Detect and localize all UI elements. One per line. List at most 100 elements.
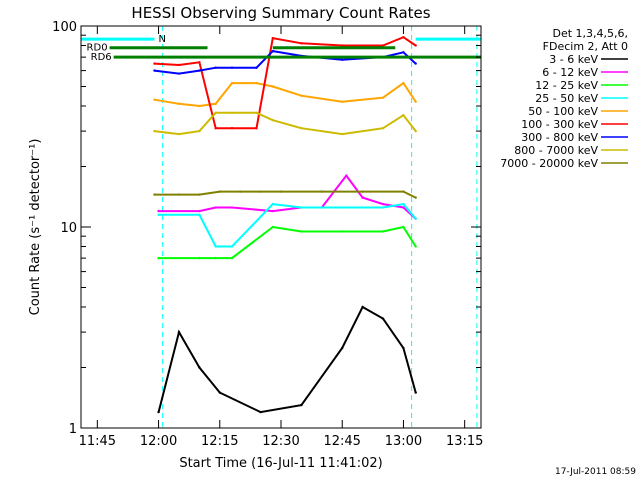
- x-tick-label: 11:45: [79, 434, 116, 449]
- series-8-point: [153, 129, 156, 133]
- x-tick-label: 13:15: [446, 434, 483, 449]
- series-line-2: [158, 174, 417, 220]
- series-9-point: [279, 190, 283, 193]
- series-9-point: [218, 190, 221, 193]
- series-7-point: [214, 66, 217, 69]
- series-1-point: [218, 391, 221, 394]
- series-4-point: [300, 206, 303, 209]
- series-4-point: [271, 202, 275, 206]
- legend: Det 1,3,4,5,6,FDecim 2, Att 03 - 6 keV6 …: [500, 27, 628, 170]
- series-9-point: [320, 190, 324, 193]
- series-4-point: [198, 213, 201, 216]
- series-5-point: [198, 104, 201, 108]
- series-5-point: [381, 96, 385, 99]
- series-7-point: [198, 69, 201, 72]
- series-6-point: [198, 61, 201, 64]
- series-8-point: [255, 111, 258, 114]
- x-axis-label: Start Time (16-Jul-11 11:41:02): [179, 456, 382, 471]
- legend-entry-label: 800 - 7000 keV: [514, 144, 598, 157]
- series-6-point: [230, 127, 234, 130]
- series-9-point: [259, 190, 262, 193]
- legend-entry-label: 12 - 25 keV: [535, 79, 598, 92]
- series-6-point: [177, 63, 181, 67]
- series-2-point: [157, 209, 160, 213]
- series-2-point: [230, 206, 234, 209]
- series-line-3: [158, 225, 417, 260]
- series-9-point: [177, 193, 181, 196]
- series-1-point: [381, 317, 385, 320]
- series-5-point: [153, 98, 156, 101]
- legend-entry-label: 7000 - 20000 keV: [500, 157, 598, 170]
- series-1-point: [259, 410, 262, 414]
- legend-entry-label: 100 - 300 keV: [521, 118, 598, 131]
- series-8-point: [341, 132, 344, 136]
- series-line-9: [154, 190, 417, 199]
- series-5-point: [341, 100, 344, 103]
- series-3-point: [157, 256, 160, 260]
- series-6-point: [402, 35, 405, 39]
- legend-header-1: Det 1,3,4,5,6,: [552, 27, 628, 40]
- x-tick-label: 12:15: [201, 434, 238, 449]
- legend-entry-label: 300 - 800 keV: [521, 131, 598, 144]
- series-4-point: [157, 213, 160, 216]
- legend-entry-label: 25 - 50 keV: [535, 92, 598, 105]
- series-1-point: [361, 305, 364, 309]
- marker-label-4: RD6: [91, 52, 112, 63]
- series-1-point: [414, 391, 417, 394]
- x-tick-label: 13:00: [385, 434, 422, 449]
- series-8-point: [214, 111, 217, 114]
- series-6-point: [255, 127, 258, 130]
- series-4-point: [414, 217, 417, 220]
- series-5-point: [177, 102, 181, 106]
- series-line-6: [154, 36, 417, 130]
- series-2-point: [381, 202, 385, 206]
- x-axis: 11:45 12:00 12:15 12:30 12:45 13:00 13:15: [79, 26, 483, 449]
- series-1-point: [402, 346, 405, 350]
- legend-entry-label: 50 - 100 keV: [528, 105, 598, 118]
- series-5-point: [214, 102, 217, 106]
- series-6-point: [341, 44, 344, 47]
- x-tick-label: 12:00: [140, 434, 177, 449]
- series-5-point: [402, 81, 405, 85]
- series-9-point: [361, 190, 364, 193]
- series-8-point: [300, 127, 303, 130]
- marker-label-1: N: [158, 34, 165, 45]
- series-3-point: [381, 230, 385, 233]
- y-tick-label: 10: [60, 221, 77, 236]
- legend-header-2: FDecim 2, Att 0: [543, 40, 628, 53]
- series-2-point: [198, 209, 201, 213]
- series-8-point: [198, 129, 201, 133]
- series-2-point: [214, 206, 217, 209]
- series-8-point: [177, 132, 181, 136]
- x-tick-label: 12:30: [262, 434, 299, 449]
- series-2-point: [271, 209, 275, 213]
- legend-entry-label: 3 - 6 keV: [549, 53, 598, 66]
- series-8-point: [381, 127, 385, 130]
- series-4-point: [341, 206, 344, 209]
- series-2-point: [361, 196, 364, 199]
- series-6-point: [414, 44, 417, 47]
- series-3-point: [230, 256, 234, 260]
- series-3-point: [341, 230, 344, 233]
- series-7-point: [153, 69, 156, 72]
- series-7-point: [177, 72, 181, 75]
- series-6-point: [271, 36, 275, 40]
- series-7-point: [255, 66, 258, 69]
- y-axis-label: Count Rate (s⁻¹ detector⁻¹): [28, 139, 43, 316]
- legend-entry-label: 6 - 12 keV: [542, 66, 598, 79]
- series-9-point: [198, 193, 201, 196]
- series-7-point: [230, 66, 234, 69]
- series-8-point: [230, 111, 234, 114]
- series-5-point: [255, 81, 258, 85]
- series-3-point: [214, 256, 217, 260]
- series-3-point: [198, 256, 201, 260]
- series-6-point: [300, 42, 303, 45]
- marker-label-3: RD0: [87, 43, 108, 54]
- series-7-point: [271, 49, 275, 53]
- series-3-point: [414, 245, 417, 248]
- series-5-point: [414, 100, 417, 103]
- series-2-point: [402, 206, 405, 209]
- x-tick-label: 12:45: [323, 434, 360, 449]
- chart-title: HESSI Observing Summary Count Rates: [131, 4, 430, 22]
